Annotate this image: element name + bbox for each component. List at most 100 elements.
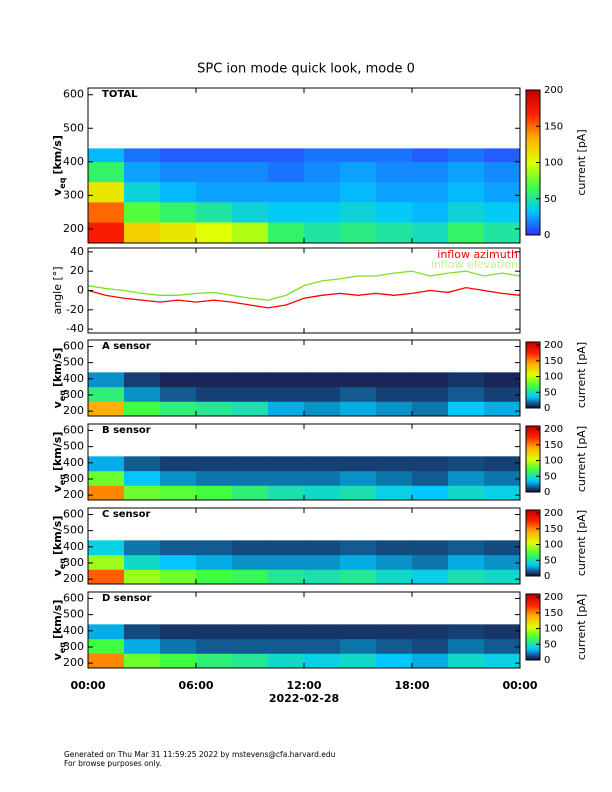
heatmap-cell <box>268 653 305 668</box>
y-tick-label: 300 <box>63 188 84 201</box>
heatmap-cell <box>304 624 341 640</box>
colorbar-tick-label: 200 <box>544 424 563 435</box>
heatmap-cell <box>484 181 520 203</box>
y-tick-label: 20 <box>70 264 84 277</box>
plot-area <box>88 540 520 584</box>
heatmap-cell <box>268 470 305 486</box>
heatmap-cell <box>304 569 341 584</box>
heatmap-cell <box>340 554 377 570</box>
heatmap-cell <box>88 569 125 584</box>
heatmap-cell <box>196 372 233 388</box>
heatmap-cell <box>340 569 377 584</box>
heatmap-cell <box>304 401 341 416</box>
y-tick-label: 200 <box>63 488 84 501</box>
heatmap-cell <box>268 161 305 183</box>
heatmap-cell <box>232 624 269 640</box>
heatmap-cell <box>340 386 377 402</box>
heatmap-cell <box>376 456 413 472</box>
colorbar-tick-label: 50 <box>544 555 557 566</box>
heatmap-cell <box>160 485 197 500</box>
y-tick-label: 400 <box>63 372 84 385</box>
heatmap-cell <box>124 569 161 584</box>
y-tick-label: 0 <box>77 284 84 297</box>
heatmap-cell <box>448 569 485 584</box>
y-tick-label: 600 <box>63 88 84 101</box>
colorbar-tick-label: 0 <box>544 230 550 241</box>
y-tick-label: 200 <box>63 222 84 235</box>
colorbar-tick-label: 200 <box>544 340 563 351</box>
heatmap-cell <box>124 470 161 486</box>
colorbar <box>525 341 541 409</box>
heatmap-cell <box>484 569 520 584</box>
heatmap-cell <box>160 624 197 640</box>
heatmap-cell <box>448 148 485 163</box>
heatmap-cell <box>232 569 269 584</box>
heatmap-cell <box>268 372 305 388</box>
heatmap-cell <box>304 222 341 243</box>
plot-area <box>88 148 520 243</box>
heatmap-cell <box>88 540 125 556</box>
heatmap-cell <box>448 401 485 416</box>
heatmap-cell <box>160 401 197 416</box>
heatmap-cell <box>196 401 233 416</box>
heatmap-cell <box>376 624 413 640</box>
heatmap-cell <box>88 202 125 223</box>
heatmap-cell <box>232 638 269 654</box>
colorbar-tick-label: 150 <box>544 121 563 132</box>
heatmap-cell <box>340 372 377 388</box>
heatmap-cell <box>448 202 485 223</box>
y-tick-label: -40 <box>66 322 84 335</box>
y-tick-label: 600 <box>63 591 84 604</box>
colorbar-tick-label: 100 <box>544 372 563 383</box>
y-tick-label: 500 <box>63 121 84 134</box>
colorbar-tick-label: 0 <box>544 571 550 582</box>
y-tick-label: 400 <box>63 155 84 168</box>
heatmap-cell <box>160 202 197 223</box>
heatmap-cell <box>448 470 485 486</box>
heatmap-cell <box>232 148 269 163</box>
heatmap-cell <box>412 653 449 668</box>
y-axis-label: angle [°] <box>51 266 64 314</box>
heatmap-cell <box>124 372 161 388</box>
panel-label: A sensor <box>102 341 151 352</box>
heatmap-cell <box>304 638 341 654</box>
heatmap-cell <box>376 386 413 402</box>
heatmap-cell <box>484 554 520 570</box>
heatmap-cell <box>412 202 449 223</box>
heatmap-cell <box>448 638 485 654</box>
heatmap-cell <box>160 222 197 243</box>
heatmap-cell <box>196 202 233 223</box>
y-tick-label: -20 <box>66 303 84 316</box>
y-tick-label: 600 <box>63 339 84 352</box>
heatmap-cell <box>232 161 269 183</box>
heatmap-cell <box>484 148 520 163</box>
colorbar-tick-label: 50 <box>544 471 557 482</box>
heatmap-cell <box>340 161 377 183</box>
heatmap-cell <box>124 554 161 570</box>
y-axis-label: veq [km/s] <box>51 600 67 661</box>
heatmap-cell <box>268 456 305 472</box>
colorbar-tick-label: 150 <box>544 608 563 619</box>
y-axis-label-main: v <box>51 188 64 196</box>
colorbar-label: current [pA] <box>575 594 588 660</box>
y-tick-label: 200 <box>63 656 84 669</box>
heatmap-cell <box>196 624 233 640</box>
heatmap-cell <box>376 161 413 183</box>
heatmap-cell <box>160 386 197 402</box>
heatmap-cell <box>88 372 125 388</box>
line-series <box>88 286 520 309</box>
heatmap-cell <box>304 456 341 472</box>
heatmap-cell <box>304 554 341 570</box>
y-axis-label-main: v <box>51 568 64 576</box>
heatmap-cell <box>196 161 233 183</box>
heatmap-cell <box>88 653 125 668</box>
footer-line: For browse purposes only. <box>64 759 161 768</box>
x-tick-label: 12:00 <box>286 679 321 692</box>
heatmap-cell <box>232 485 269 500</box>
y-axis-label-main: v <box>51 652 64 660</box>
heatmap-cell <box>304 161 341 183</box>
heatmap-cell <box>412 181 449 203</box>
heatmap-cell <box>340 624 377 640</box>
plot-area <box>88 624 520 668</box>
heatmap-cell <box>160 148 197 163</box>
